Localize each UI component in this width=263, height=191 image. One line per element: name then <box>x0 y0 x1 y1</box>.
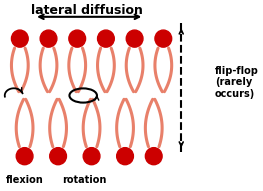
Ellipse shape <box>16 148 33 165</box>
Ellipse shape <box>69 30 85 47</box>
Text: flexion: flexion <box>6 175 43 185</box>
Ellipse shape <box>117 148 133 165</box>
Ellipse shape <box>12 30 28 47</box>
Text: rotation: rotation <box>62 175 107 185</box>
Ellipse shape <box>98 30 114 47</box>
Ellipse shape <box>126 30 143 47</box>
Ellipse shape <box>83 148 100 165</box>
Ellipse shape <box>50 148 67 165</box>
Text: flip-flop
(rarely
occurs): flip-flop (rarely occurs) <box>215 66 259 99</box>
Ellipse shape <box>145 148 162 165</box>
Ellipse shape <box>155 30 172 47</box>
Text: lateral diffusion: lateral diffusion <box>31 4 143 17</box>
Ellipse shape <box>40 30 57 47</box>
